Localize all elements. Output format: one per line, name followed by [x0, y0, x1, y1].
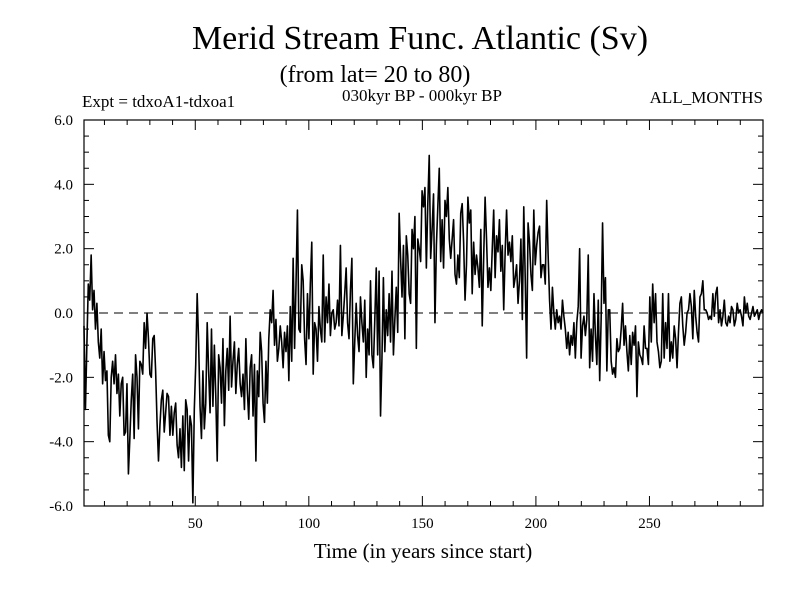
x-axis-label: Time (in years since start): [314, 539, 533, 563]
experiment-label: Expt = tdxoA1-tdxoa1: [82, 92, 235, 111]
y-tick-label: -6.0: [49, 499, 73, 515]
x-tick-label: 50: [188, 516, 203, 532]
y-tick-label: 0.0: [54, 306, 73, 322]
period-label: 030kyr BP - 000kyr BP: [342, 86, 502, 105]
y-axis: 6.0 4.0 2.0 0.0 -2.0 -4.0 -6.0: [49, 113, 763, 515]
chart-title: Merid Stream Func. Atlantic (Sv): [192, 20, 648, 57]
x-axis: 50 100 150 200 250: [188, 120, 661, 532]
months-label: ALL_MONTHS: [650, 88, 763, 107]
minor-ticks: [84, 120, 763, 506]
y-tick-label: -4.0: [49, 435, 73, 451]
x-tick-label: 150: [411, 516, 434, 532]
x-tick-label: 200: [525, 516, 548, 532]
y-tick-label: 6.0: [54, 113, 73, 129]
x-tick-label: 250: [638, 516, 661, 532]
x-tick-label: 100: [298, 516, 321, 532]
chart-subtitle: (from lat= 20 to 80): [280, 62, 471, 88]
y-tick-label: -2.0: [49, 370, 73, 386]
series-line: [83, 154, 764, 504]
y-tick-label: 4.0: [54, 177, 73, 193]
y-tick-label: 2.0: [54, 242, 73, 258]
